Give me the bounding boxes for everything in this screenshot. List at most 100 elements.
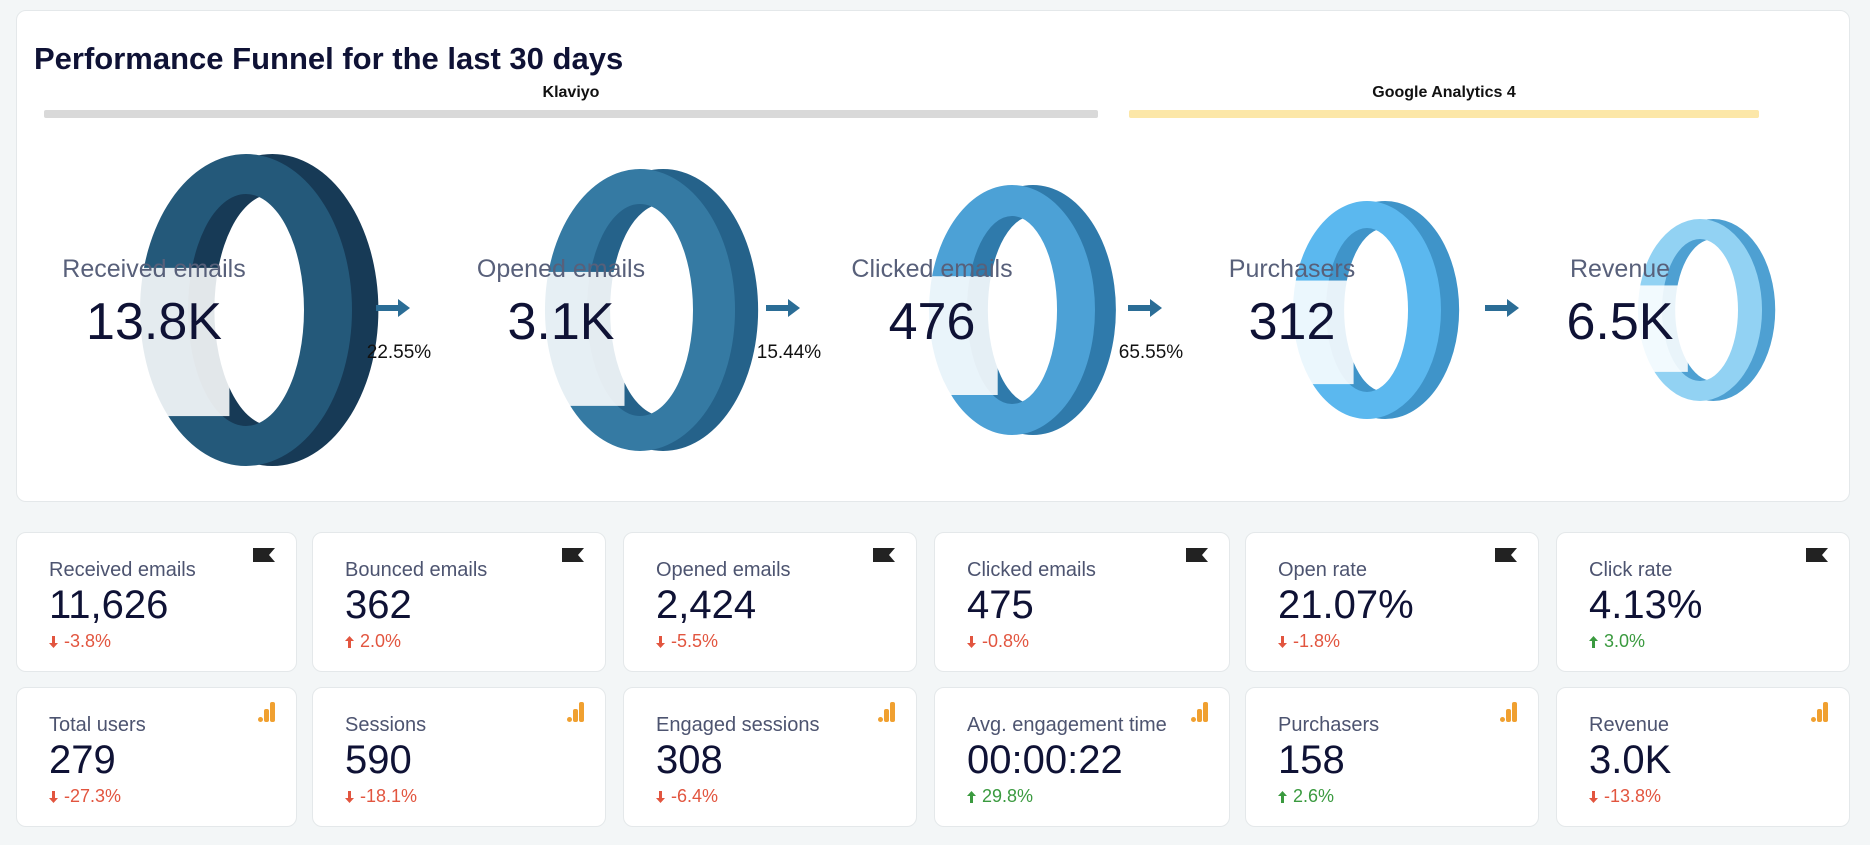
google-analytics-icon xyxy=(1191,702,1209,727)
funnel-stage-label: Revenue xyxy=(1569,255,1671,283)
funnel-ring xyxy=(539,169,759,452)
kpi-delta-value: -1.8% xyxy=(1293,631,1341,651)
funnel-stage-value: 476 xyxy=(888,293,976,351)
kpi-value: 475 xyxy=(967,583,1034,627)
source-label-klaviyo: Klaviyo xyxy=(542,84,600,101)
kpi-delta: -18.1% xyxy=(345,786,417,807)
kpi-delta: -0.8% xyxy=(967,631,1029,652)
kpi-card[interactable]: Sessions 590 -18.1% xyxy=(312,687,606,827)
arrow-right-icon xyxy=(376,299,410,317)
arrow-up-icon xyxy=(967,791,976,803)
kpi-value: 4.13% xyxy=(1589,583,1703,627)
flag-icon xyxy=(1806,548,1828,562)
kpi-delta-value: 2.0% xyxy=(360,631,402,651)
kpi-delta-value: -3.8% xyxy=(64,631,112,651)
kpi-value: 590 xyxy=(345,738,412,782)
funnel-stage-value: 312 xyxy=(1248,293,1336,351)
funnel-ring xyxy=(923,185,1116,435)
funnel-stage-label: Opened emails xyxy=(476,255,646,283)
arrow-down-icon xyxy=(49,636,58,648)
arrow-down-icon xyxy=(656,636,665,648)
kpi-card[interactable]: Received emails 11,626 -3.8% xyxy=(16,532,297,672)
google-analytics-icon xyxy=(1500,702,1518,727)
bar-chart-icon xyxy=(258,702,275,722)
source-bar-klaviyo xyxy=(44,110,1098,118)
kpi-card[interactable]: Clicked emails 475 -0.8% xyxy=(934,532,1230,672)
flag-icon xyxy=(562,548,584,562)
arrow-down-icon xyxy=(49,791,58,803)
kpi-delta: -27.3% xyxy=(49,786,121,807)
kpi-card[interactable]: Click rate 4.13% 3.0% xyxy=(1556,532,1850,672)
arrow-down-icon xyxy=(345,791,354,803)
klaviyo-flag-icon xyxy=(252,547,276,568)
kpi-delta: -13.8% xyxy=(1589,786,1661,807)
flag-icon xyxy=(253,548,275,562)
kpi-label: Avg. engagement time xyxy=(967,714,1167,736)
kpi-card[interactable]: Opened emails 2,424 -5.5% xyxy=(623,532,917,672)
kpi-label: Revenue xyxy=(1589,714,1670,736)
kpi-card[interactable]: Total users 279 -27.3% xyxy=(16,687,297,827)
kpi-card[interactable]: Bounced emails 362 2.0% xyxy=(312,532,606,672)
conversion-rate: 22.55% xyxy=(366,342,432,363)
kpi-delta: -5.5% xyxy=(656,631,718,652)
kpi-label: Purchasers xyxy=(1278,714,1380,736)
kpi-card[interactable]: Engaged sessions 308 -6.4% xyxy=(623,687,917,827)
source-bar-ga4 xyxy=(1129,110,1759,118)
bar-chart-icon xyxy=(567,702,584,722)
funnel-ring-highlight xyxy=(1287,280,1354,385)
kpi-card[interactable]: Revenue 3.0K -13.8% xyxy=(1556,687,1850,827)
kpi-delta-value: -0.8% xyxy=(982,631,1030,651)
kpi-delta: 29.8% xyxy=(967,786,1033,807)
kpi-delta-value: -13.8% xyxy=(1604,786,1662,806)
arrow-up-icon xyxy=(1278,791,1287,803)
arrow-right-icon xyxy=(1128,299,1162,317)
funnel-ring-highlight xyxy=(923,276,998,395)
funnel-stage-label: Clicked emails xyxy=(851,255,1013,283)
kpi-label: Click rate xyxy=(1589,559,1673,581)
funnel-stage-value: 6.5K xyxy=(1566,293,1674,351)
kpi-label: Clicked emails xyxy=(967,559,1096,581)
arrow-down-icon xyxy=(1589,791,1598,803)
klaviyo-flag-icon xyxy=(872,547,896,568)
klaviyo-flag-icon xyxy=(561,547,585,568)
kpi-card[interactable]: Open rate 21.07% -1.8% xyxy=(1245,532,1539,672)
kpi-delta-value: 2.6% xyxy=(1293,786,1335,806)
kpi-value: 308 xyxy=(656,738,723,782)
klaviyo-flag-icon xyxy=(1494,547,1518,568)
funnel-stage-value: 3.1K xyxy=(507,293,615,351)
arrow-right-icon xyxy=(766,299,800,317)
flag-icon xyxy=(1495,548,1517,562)
kpi-delta: 3.0% xyxy=(1589,631,1645,652)
kpi-delta-value: -27.3% xyxy=(64,786,122,806)
arrow-down-icon xyxy=(1278,636,1287,648)
kpi-value: 11,626 xyxy=(49,583,169,627)
bar-chart-icon xyxy=(1191,702,1208,722)
kpi-label: Sessions xyxy=(345,714,427,736)
kpi-label: Engaged sessions xyxy=(656,714,820,736)
kpi-card[interactable]: Avg. engagement time 00:00:22 29.8% xyxy=(934,687,1230,827)
arrow-up-icon xyxy=(345,636,354,648)
kpi-delta-value: 3.0% xyxy=(1604,631,1646,651)
kpi-delta-value: -6.4% xyxy=(671,786,719,806)
kpi-delta: 2.6% xyxy=(1278,786,1334,807)
google-analytics-icon xyxy=(567,702,585,727)
kpi-card[interactable]: Purchasers 158 2.6% xyxy=(1245,687,1539,827)
kpi-label: Received emails xyxy=(49,559,196,581)
kpi-delta-value: -5.5% xyxy=(671,631,719,651)
funnel-ring xyxy=(134,154,379,466)
kpi-value: 3.0K xyxy=(1589,738,1672,782)
arrow-down-icon xyxy=(656,791,665,803)
klaviyo-flag-icon xyxy=(1185,547,1209,568)
funnel-stage-label: Received emails xyxy=(62,255,246,283)
kpi-value: 00:00:22 xyxy=(967,738,1123,782)
funnel-ring-highlight xyxy=(134,267,230,417)
kpi-value: 158 xyxy=(1278,738,1345,782)
funnel-stage-value: 13.8K xyxy=(86,293,222,351)
funnel-ring xyxy=(1632,218,1776,401)
page-title: Performance Funnel for the last 30 days xyxy=(34,41,624,76)
kpi-label: Opened emails xyxy=(656,559,791,581)
flag-icon xyxy=(1186,548,1208,562)
funnel-ring-highlight xyxy=(1632,285,1688,372)
kpi-delta: -6.4% xyxy=(656,786,718,807)
bar-chart-icon xyxy=(1811,702,1828,722)
